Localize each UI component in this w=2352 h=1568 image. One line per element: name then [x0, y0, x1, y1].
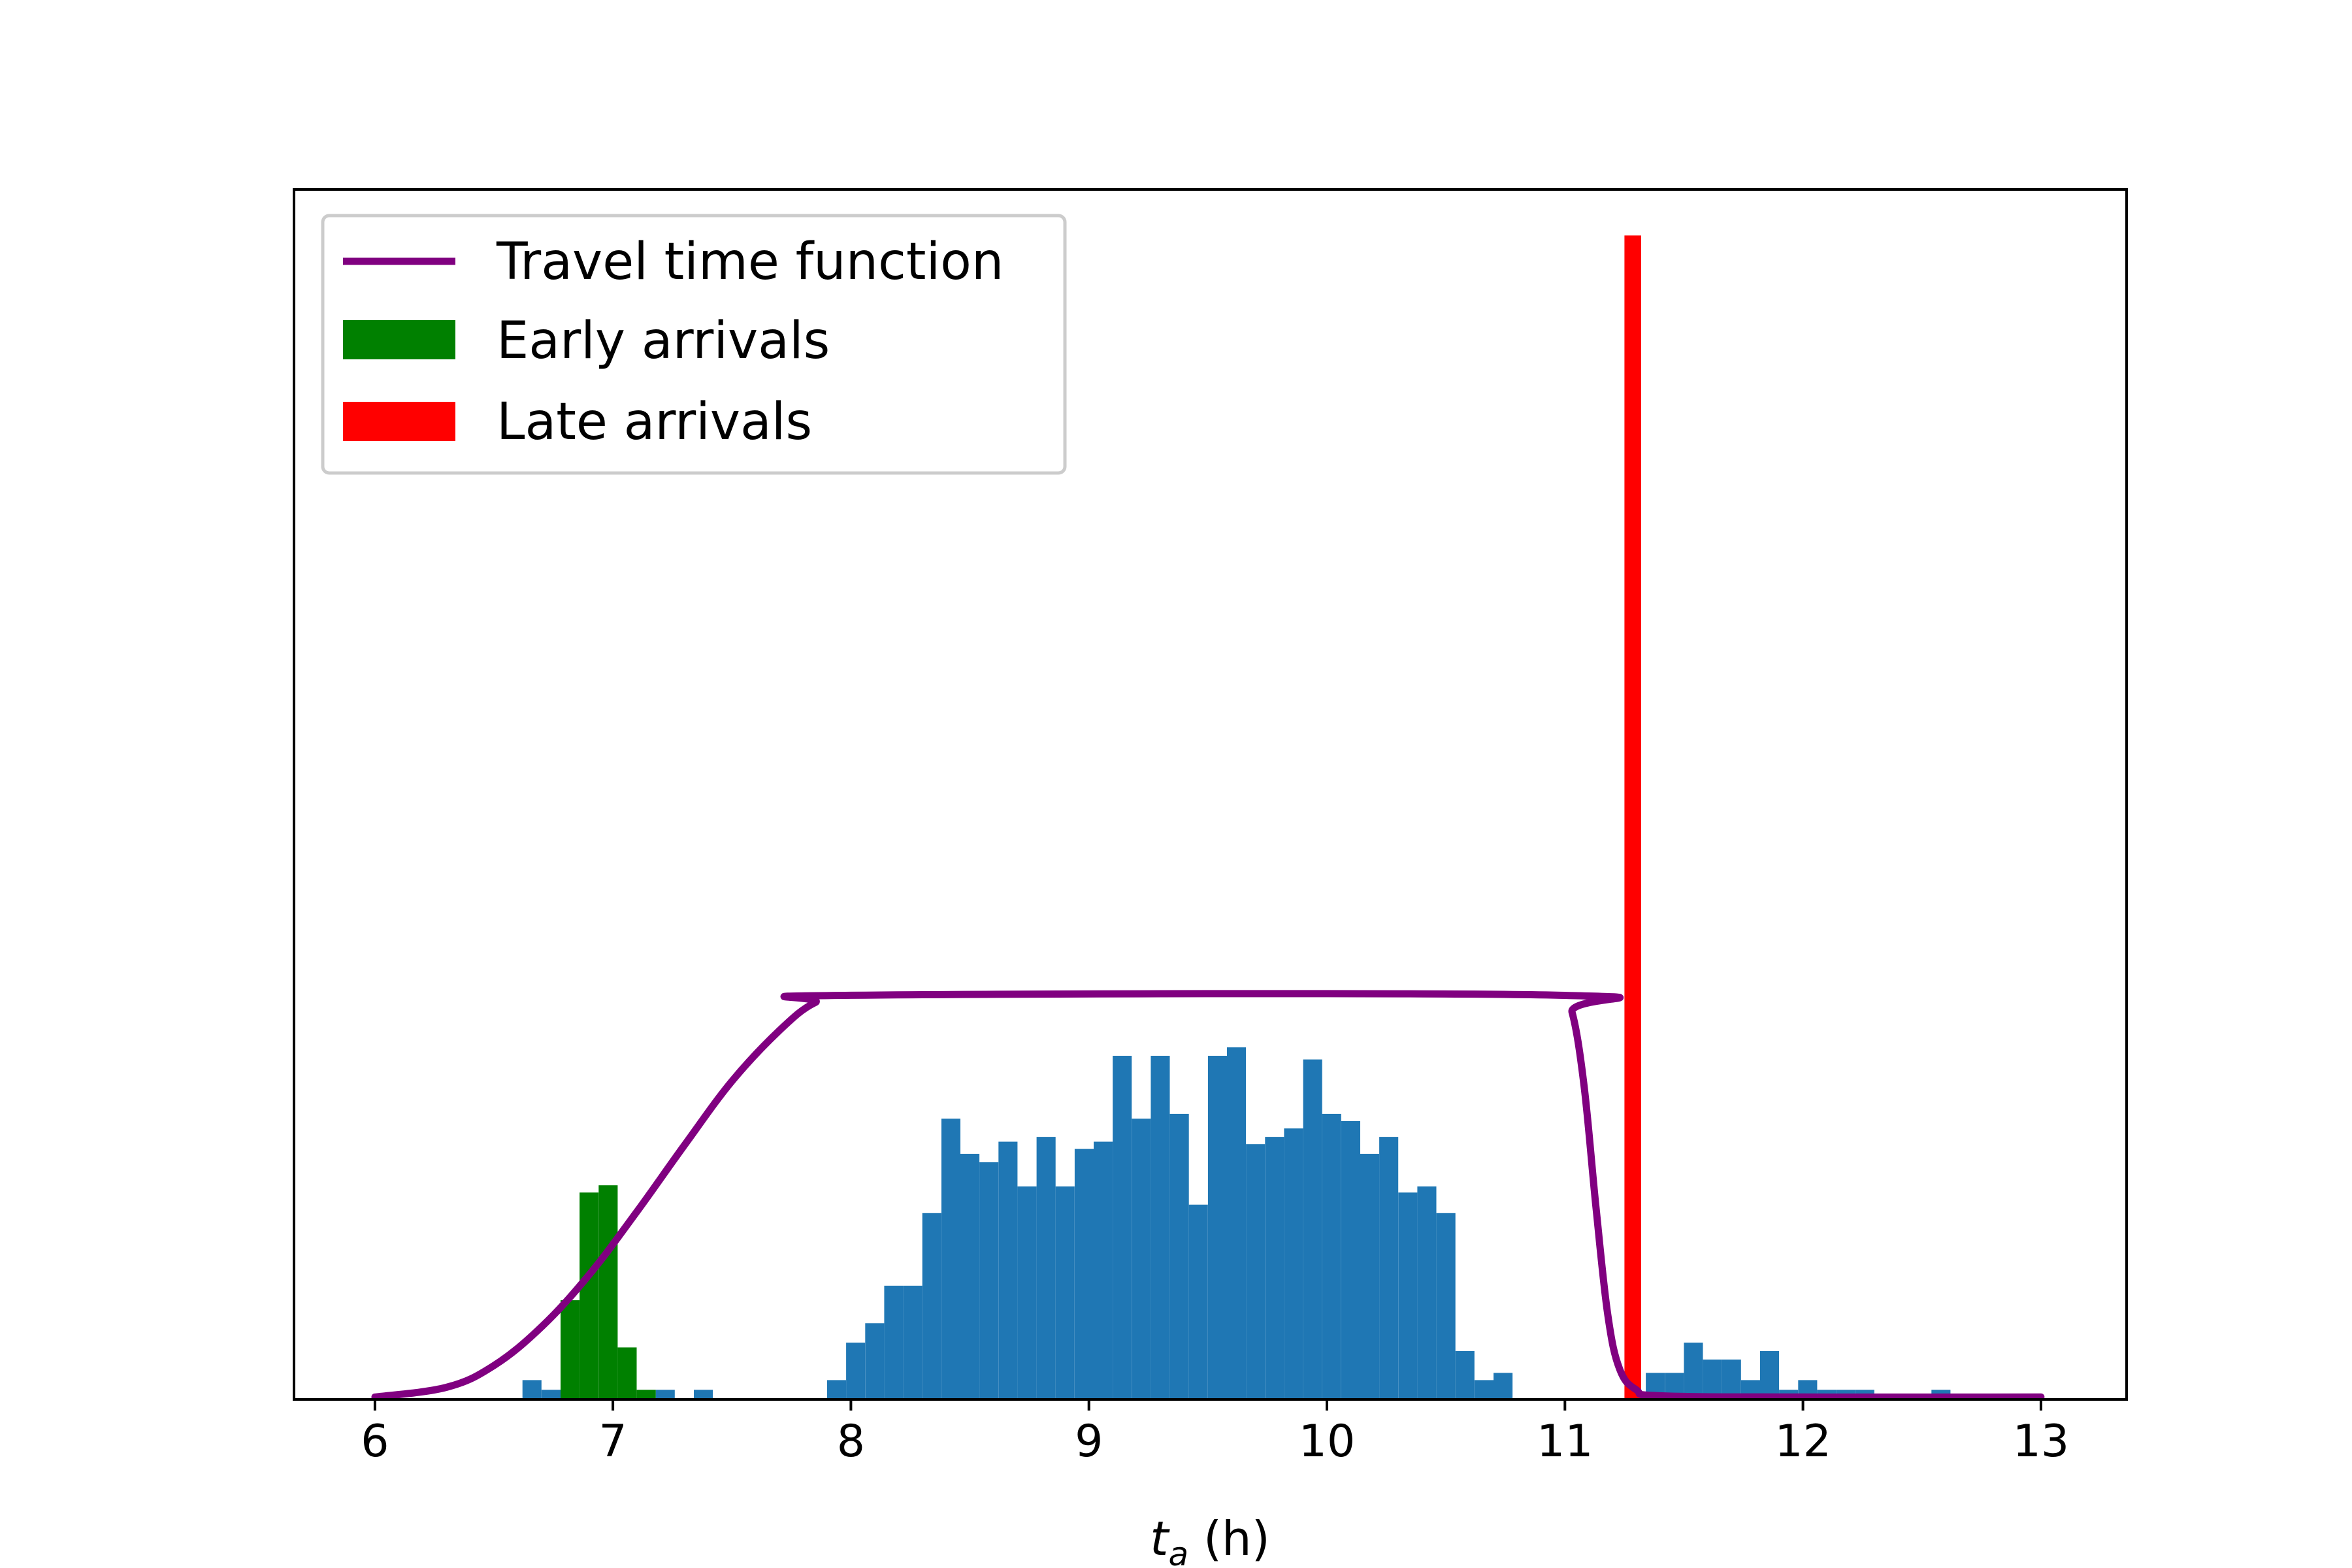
histogram-bar-33	[1379, 1137, 1399, 1399]
histogram-bar-37	[1455, 1350, 1475, 1399]
histogram-bar-19	[1113, 1056, 1132, 1399]
legend: Travel time function Early arrivals Late…	[321, 214, 1067, 475]
x-tick-label-6: 12	[1774, 1416, 1831, 1467]
plot-frame	[293, 188, 2128, 1401]
histogram-bar-35	[1417, 1186, 1437, 1399]
histogram-bar-6	[865, 1323, 885, 1399]
histogram-bar-21	[1151, 1056, 1170, 1399]
histogram-bar-38	[1474, 1380, 1494, 1399]
x-axis: 6 7 8 9 10 11 12 13	[361, 1399, 2069, 1467]
x-axis-label: ta (h)	[1150, 1511, 1270, 1568]
histogram-bar-42	[1684, 1343, 1703, 1399]
x-axis-label-sub: a	[1168, 1535, 1188, 1568]
early-arrival-bar-1	[580, 1192, 599, 1399]
early-arrival-bar-0	[561, 1300, 580, 1399]
histogram-bar-11	[960, 1154, 980, 1399]
histogram-bar-2	[655, 1390, 675, 1399]
histogram-bar-30	[1322, 1113, 1341, 1399]
histogram-bar-8	[903, 1285, 923, 1399]
histogram-bar-34	[1398, 1192, 1418, 1399]
histogram-bar-5	[846, 1343, 866, 1399]
late-arrival-bar-0	[1624, 235, 1641, 1399]
histogram-bar-44	[1722, 1359, 1741, 1399]
histogram-bar-16	[1055, 1186, 1075, 1399]
x-tick-label-4: 10	[1299, 1416, 1356, 1467]
x-tick-label-3: 9	[1075, 1416, 1103, 1467]
x-tick-label-7: 13	[2013, 1416, 2070, 1467]
histogram-bar-22	[1169, 1113, 1189, 1399]
histogram-bar-3	[694, 1390, 713, 1399]
histogram-bar-15	[1036, 1137, 1056, 1399]
early-arrivals-bars	[561, 1185, 656, 1399]
histogram-bar-12	[979, 1162, 999, 1399]
histogram-bar-23	[1188, 1204, 1208, 1399]
histogram-bar-43	[1703, 1359, 1722, 1399]
histogram-bar-10	[941, 1119, 960, 1399]
x-tick-label-1: 7	[598, 1416, 627, 1467]
histogram-bar-27	[1265, 1137, 1284, 1399]
histogram-bar-4	[827, 1380, 847, 1399]
x-axis-label-main: t	[1150, 1511, 1170, 1566]
legend-swatch-early-arrivals	[343, 320, 455, 359]
x-tick-label-5: 11	[1537, 1416, 1593, 1467]
histogram-bar-18	[1094, 1141, 1113, 1399]
late-arrivals-bars	[1624, 235, 1641, 1399]
x-tick-label-0: 6	[361, 1416, 389, 1467]
early-arrival-bar-4	[636, 1390, 656, 1399]
histogram-bar-13	[998, 1141, 1018, 1399]
histogram-bar-14	[1017, 1186, 1037, 1399]
histogram-bar-25	[1227, 1047, 1247, 1399]
legend-box	[321, 214, 1067, 475]
histogram-bar-32	[1360, 1154, 1380, 1399]
histogram-bar-28	[1284, 1128, 1303, 1399]
early-arrival-bar-2	[598, 1185, 618, 1399]
histogram-bar-1	[541, 1390, 561, 1399]
histogram-bar-9	[922, 1213, 941, 1399]
histogram-bar-26	[1246, 1144, 1266, 1399]
legend-label-early-arrivals: Early arrivals	[497, 312, 830, 370]
histogram-bar-31	[1341, 1121, 1360, 1399]
legend-swatch-late-arrivals	[343, 402, 455, 441]
histogram-bar-36	[1436, 1213, 1456, 1399]
x-axis-label-unit: (h)	[1188, 1511, 1270, 1566]
histogram-bar-20	[1132, 1119, 1151, 1399]
x-tick-label-2: 8	[837, 1416, 865, 1467]
histogram-bar-29	[1303, 1059, 1322, 1399]
legend-label-late-arrivals: Late arrivals	[497, 393, 812, 451]
histogram-bar-7	[884, 1285, 904, 1399]
early-arrival-bar-3	[617, 1347, 637, 1399]
histogram-bar-24	[1207, 1056, 1227, 1399]
histogram-bar-0	[522, 1380, 542, 1399]
histogram-bar-46	[1760, 1350, 1780, 1399]
histogram-bar-39	[1494, 1373, 1513, 1399]
histogram-bar-17	[1074, 1149, 1094, 1399]
travel-time-line	[371, 990, 2045, 1401]
legend-label-travel-time: Travel time function	[496, 233, 1004, 291]
